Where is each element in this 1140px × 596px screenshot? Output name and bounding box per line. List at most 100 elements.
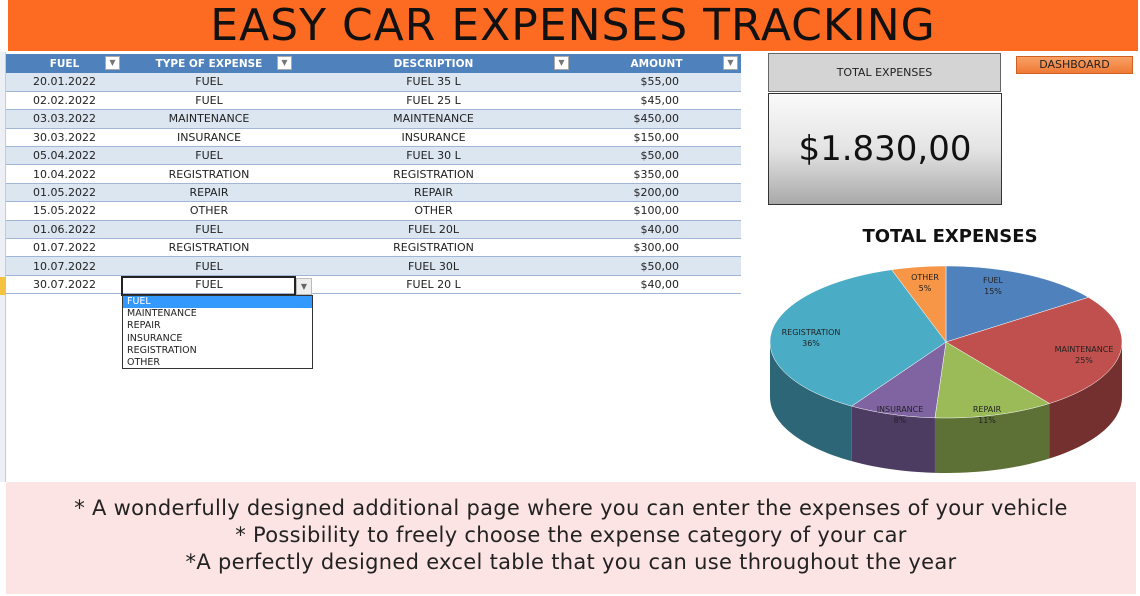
- total-expenses-label: TOTAL EXPENSES: [768, 53, 1001, 92]
- description-cell[interactable]: FUEL 30L: [295, 256, 572, 276]
- info-line: *A perfectly designed excel table that y…: [185, 550, 957, 574]
- table-row: 30.03.2022 INSURANCE INSURANCE $150,00: [6, 128, 741, 148]
- type-cell[interactable]: INSURANCE: [123, 128, 295, 148]
- filter-dropdown-icon[interactable]: ▼: [277, 56, 292, 70]
- amount-cell[interactable]: $200,00: [572, 183, 741, 203]
- column-header-label: FUEL: [49, 57, 80, 70]
- dropdown-option[interactable]: INSURANCE: [127, 332, 183, 344]
- type-cell[interactable]: OTHER: [123, 201, 295, 221]
- description-cell[interactable]: FUEL 25 L: [295, 91, 572, 111]
- type-cell[interactable]: REPAIR: [123, 183, 295, 203]
- table-row: 01.07.2022 REGISTRATION REGISTRATION $300,0…: [6, 238, 741, 258]
- table-row: 10.07.2022 FUEL FUEL 30L $50,00: [6, 256, 741, 276]
- dropdown-option[interactable]: FUEL: [123, 296, 312, 309]
- date-cell[interactable]: 20.01.2022: [6, 73, 123, 92]
- date-cell[interactable]: 01.07.2022: [6, 238, 123, 258]
- pie-percent-label: 5%: [919, 284, 932, 293]
- pie-percent-label: 25%: [1075, 356, 1093, 365]
- table-row: 05.04.2022 FUEL FUEL 30 L $50,00: [6, 146, 741, 166]
- date-cell[interactable]: 30.07.2022: [6, 275, 123, 295]
- pie-category-label: REGISTRATION: [782, 328, 841, 337]
- page-title: EASY CAR EXPENSES TRACKING: [8, 0, 1138, 51]
- amount-cell[interactable]: $50,00: [572, 256, 741, 276]
- amount-cell[interactable]: $350,00: [572, 164, 741, 184]
- column-header: AMOUNT ▼: [572, 54, 741, 73]
- type-cell[interactable]: REGISTRATION: [123, 238, 295, 258]
- description-cell[interactable]: MAINTENANCE: [295, 109, 572, 129]
- pie-slice-insurance: [851, 341, 947, 419]
- type-cell[interactable]: FUEL: [123, 146, 295, 166]
- expense-type-dropdown-list[interactable]: FUEL MAINTENANCE REPAIR INSURANCE REGISTRATI…: [122, 295, 313, 369]
- type-cell[interactable]: FUEL: [123, 256, 295, 276]
- date-cell[interactable]: 01.06.2022: [6, 220, 123, 240]
- date-cell[interactable]: 15.05.2022: [6, 201, 123, 221]
- description-cell[interactable]: INSURANCE: [295, 128, 572, 148]
- amount-cell[interactable]: $55,00: [572, 73, 741, 92]
- active-row-marker: [0, 277, 6, 295]
- amount-cell[interactable]: $450,00: [572, 109, 741, 129]
- column-header-label: TYPE OF EXPENSE: [155, 57, 263, 70]
- pie-slice-side-maintenance: [1049, 342, 1122, 459]
- dropdown-option[interactable]: REPAIR: [127, 320, 161, 332]
- date-cell[interactable]: 03.03.2022: [6, 109, 123, 129]
- date-cell[interactable]: 10.04.2022: [6, 164, 123, 184]
- info-line: * A wonderfully designed additional page…: [74, 496, 1068, 520]
- table-row: 01.05.2022 REPAIR REPAIR $200,00: [6, 183, 741, 203]
- description-cell[interactable]: REPAIR: [295, 183, 572, 203]
- column-header-label: AMOUNT: [630, 57, 683, 70]
- column-header-label: DESCRIPTION: [393, 57, 474, 70]
- amount-cell[interactable]: $300,00: [572, 238, 741, 258]
- amount-cell[interactable]: $50,00: [572, 146, 741, 166]
- cell-dropdown-button[interactable]: ▼: [296, 278, 312, 295]
- filter-dropdown-icon[interactable]: ▼: [105, 56, 120, 70]
- description-cell[interactable]: REGISTRATION: [295, 238, 572, 258]
- amount-cell[interactable]: $40,00: [572, 275, 741, 295]
- filter-dropdown-icon[interactable]: ▼: [554, 56, 569, 70]
- pie-slice-registration: [769, 269, 947, 407]
- table-row: 02.02.2022 FUEL FUEL 25 L $45,00: [6, 91, 741, 111]
- date-cell[interactable]: 02.02.2022: [6, 91, 123, 111]
- total-expenses-value: $1.830,00: [768, 93, 1002, 205]
- description-cell[interactable]: OTHER: [295, 201, 572, 221]
- amount-cell[interactable]: $100,00: [572, 201, 741, 221]
- date-cell[interactable]: 10.07.2022: [6, 256, 123, 276]
- dropdown-option[interactable]: OTHER: [127, 357, 161, 369]
- table-row: 15.05.2022 OTHER OTHER $100,00: [6, 201, 741, 221]
- filter-dropdown-icon[interactable]: ▼: [723, 56, 738, 70]
- dropdown-option[interactable]: REGISTRATION: [127, 344, 197, 356]
- date-cell[interactable]: 01.05.2022: [6, 183, 123, 203]
- date-cell[interactable]: 05.04.2022: [6, 146, 123, 166]
- pie-slice-side-insurance: [851, 406, 935, 473]
- description-cell[interactable]: FUEL 20L: [295, 220, 572, 240]
- type-cell[interactable]: FUEL: [123, 220, 295, 240]
- expenses-table: FUEL ▼ TYPE OF EXPENSE ▼ DESCRIPTION ▼ AMOUNT ▼…: [6, 54, 741, 295]
- pie-slice-fuel: [945, 265, 1090, 343]
- description-cell[interactable]: FUEL 35 L: [295, 73, 572, 92]
- pie-slice-side-registration: [770, 342, 852, 462]
- amount-cell[interactable]: $40,00: [572, 220, 741, 240]
- chart-title: TOTAL EXPENSES: [862, 226, 1038, 247]
- row-headers: [0, 52, 6, 482]
- dropdown-option[interactable]: MAINTENANCE: [127, 308, 197, 320]
- description-cell[interactable]: REGISTRATION: [295, 164, 572, 184]
- dashboard-button[interactable]: DASHBOARD: [1016, 56, 1133, 74]
- date-cell[interactable]: 30.03.2022: [6, 128, 123, 148]
- pie-percent-label: 11%: [978, 416, 996, 425]
- type-cell[interactable]: MAINTENANCE: [123, 109, 295, 129]
- type-cell[interactable]: FUEL: [123, 91, 295, 111]
- pie-percent-label: 15%: [984, 287, 1002, 296]
- type-cell[interactable]: FUEL: [123, 275, 295, 295]
- pie-category-label: FUEL: [983, 276, 1004, 285]
- amount-cell[interactable]: $150,00: [572, 128, 741, 148]
- description-cell[interactable]: FUEL 20 L: [295, 275, 572, 295]
- pie-category-label: INSURANCE: [877, 405, 924, 414]
- pie-percent-label: 36%: [802, 339, 820, 348]
- description-cell[interactable]: FUEL 30 L: [295, 146, 572, 166]
- pie-slice-other: [891, 265, 947, 343]
- amount-cell[interactable]: $45,00: [572, 91, 741, 111]
- type-cell[interactable]: REGISTRATION: [123, 164, 295, 184]
- type-cell[interactable]: FUEL: [123, 73, 295, 92]
- info-line: * Possibility to freely choose the expen…: [235, 523, 907, 547]
- pie-category-label: OTHER: [911, 273, 939, 282]
- table-row: 20.01.2022 FUEL FUEL 35 L $55,00: [6, 73, 741, 92]
